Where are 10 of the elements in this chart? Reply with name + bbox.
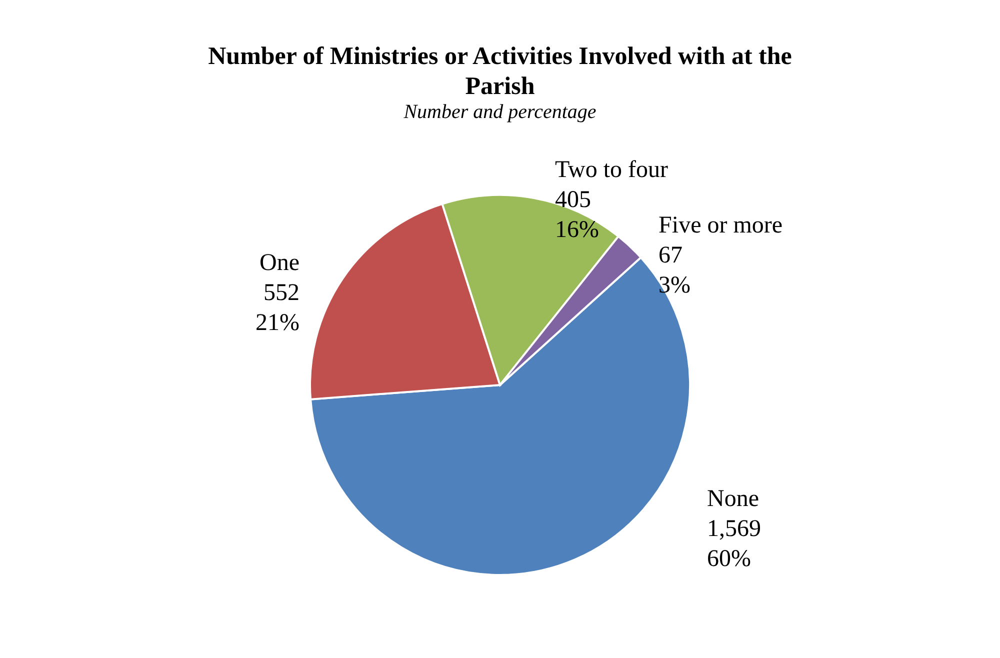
slice-label: Two to four (555, 157, 668, 184)
data-label: 67 3% (658, 242, 691, 299)
slice-label: One (259, 250, 300, 276)
data-label: 405 16% (555, 187, 599, 244)
data-label: 552 21% (255, 280, 300, 336)
slice-label: Five or more (658, 212, 783, 239)
data-label: 1,569 60% (707, 516, 761, 572)
chart-title: Number of Ministries or Activities Involved with at the Parish (208, 43, 792, 100)
chart-subtitle: Number and percentage (402, 101, 596, 123)
slice-label: None (707, 486, 759, 512)
